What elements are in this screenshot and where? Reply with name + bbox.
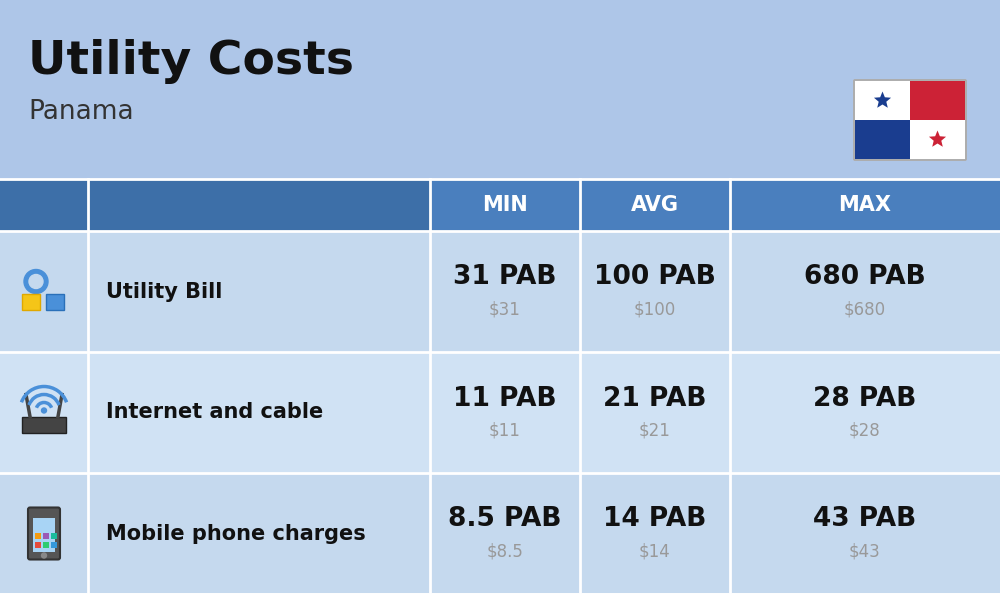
Bar (0, 231, 1000, 352)
Text: 8.5 PAB: 8.5 PAB (448, 507, 562, 532)
Text: $8.5: $8.5 (487, 542, 523, 561)
Circle shape (24, 270, 48, 293)
Text: 14 PAB: 14 PAB (603, 507, 707, 532)
Bar (910, 81, 965, 120)
Text: $28: $28 (849, 422, 881, 440)
Text: 21 PAB: 21 PAB (603, 386, 707, 412)
Text: $31: $31 (489, 301, 521, 318)
Text: $14: $14 (639, 542, 671, 561)
Bar (855, 81, 910, 120)
Text: $21: $21 (639, 422, 671, 440)
Text: $100: $100 (634, 301, 676, 318)
Bar (0, 179, 1000, 231)
Bar (35, 532, 41, 539)
Bar (0, 179, 430, 231)
Text: $11: $11 (489, 422, 521, 440)
Bar (22, 416, 66, 432)
Bar (43, 542, 49, 548)
Bar (51, 532, 57, 539)
Text: Panama: Panama (28, 99, 134, 125)
Text: Utility Costs: Utility Costs (28, 39, 354, 84)
Bar (0, 473, 1000, 594)
Text: AVG: AVG (631, 195, 679, 215)
Text: $43: $43 (849, 542, 881, 561)
Bar (51, 542, 57, 548)
FancyBboxPatch shape (854, 80, 966, 160)
Circle shape (29, 274, 43, 289)
Text: $680: $680 (844, 301, 886, 318)
Bar (43, 532, 49, 539)
Text: 43 PAB: 43 PAB (813, 507, 917, 532)
Bar (0, 352, 1000, 473)
Polygon shape (874, 91, 891, 108)
Bar (46, 293, 64, 309)
Bar (33, 517, 55, 551)
Text: 680 PAB: 680 PAB (804, 264, 926, 290)
Text: Mobile phone charges: Mobile phone charges (106, 523, 366, 544)
Bar (35, 542, 41, 548)
Text: 11 PAB: 11 PAB (453, 386, 557, 412)
Bar (22, 293, 40, 309)
Polygon shape (929, 131, 946, 147)
Text: 28 PAB: 28 PAB (813, 386, 917, 412)
Circle shape (42, 408, 46, 413)
Text: Internet and cable: Internet and cable (106, 403, 323, 422)
Circle shape (42, 553, 46, 558)
Text: 100 PAB: 100 PAB (594, 264, 716, 290)
Text: Utility Bill: Utility Bill (106, 282, 222, 302)
Bar (910, 120, 965, 159)
Bar (855, 120, 910, 159)
Text: 31 PAB: 31 PAB (453, 264, 557, 290)
Text: MIN: MIN (482, 195, 528, 215)
Text: MAX: MAX (838, 195, 892, 215)
FancyBboxPatch shape (28, 507, 60, 560)
